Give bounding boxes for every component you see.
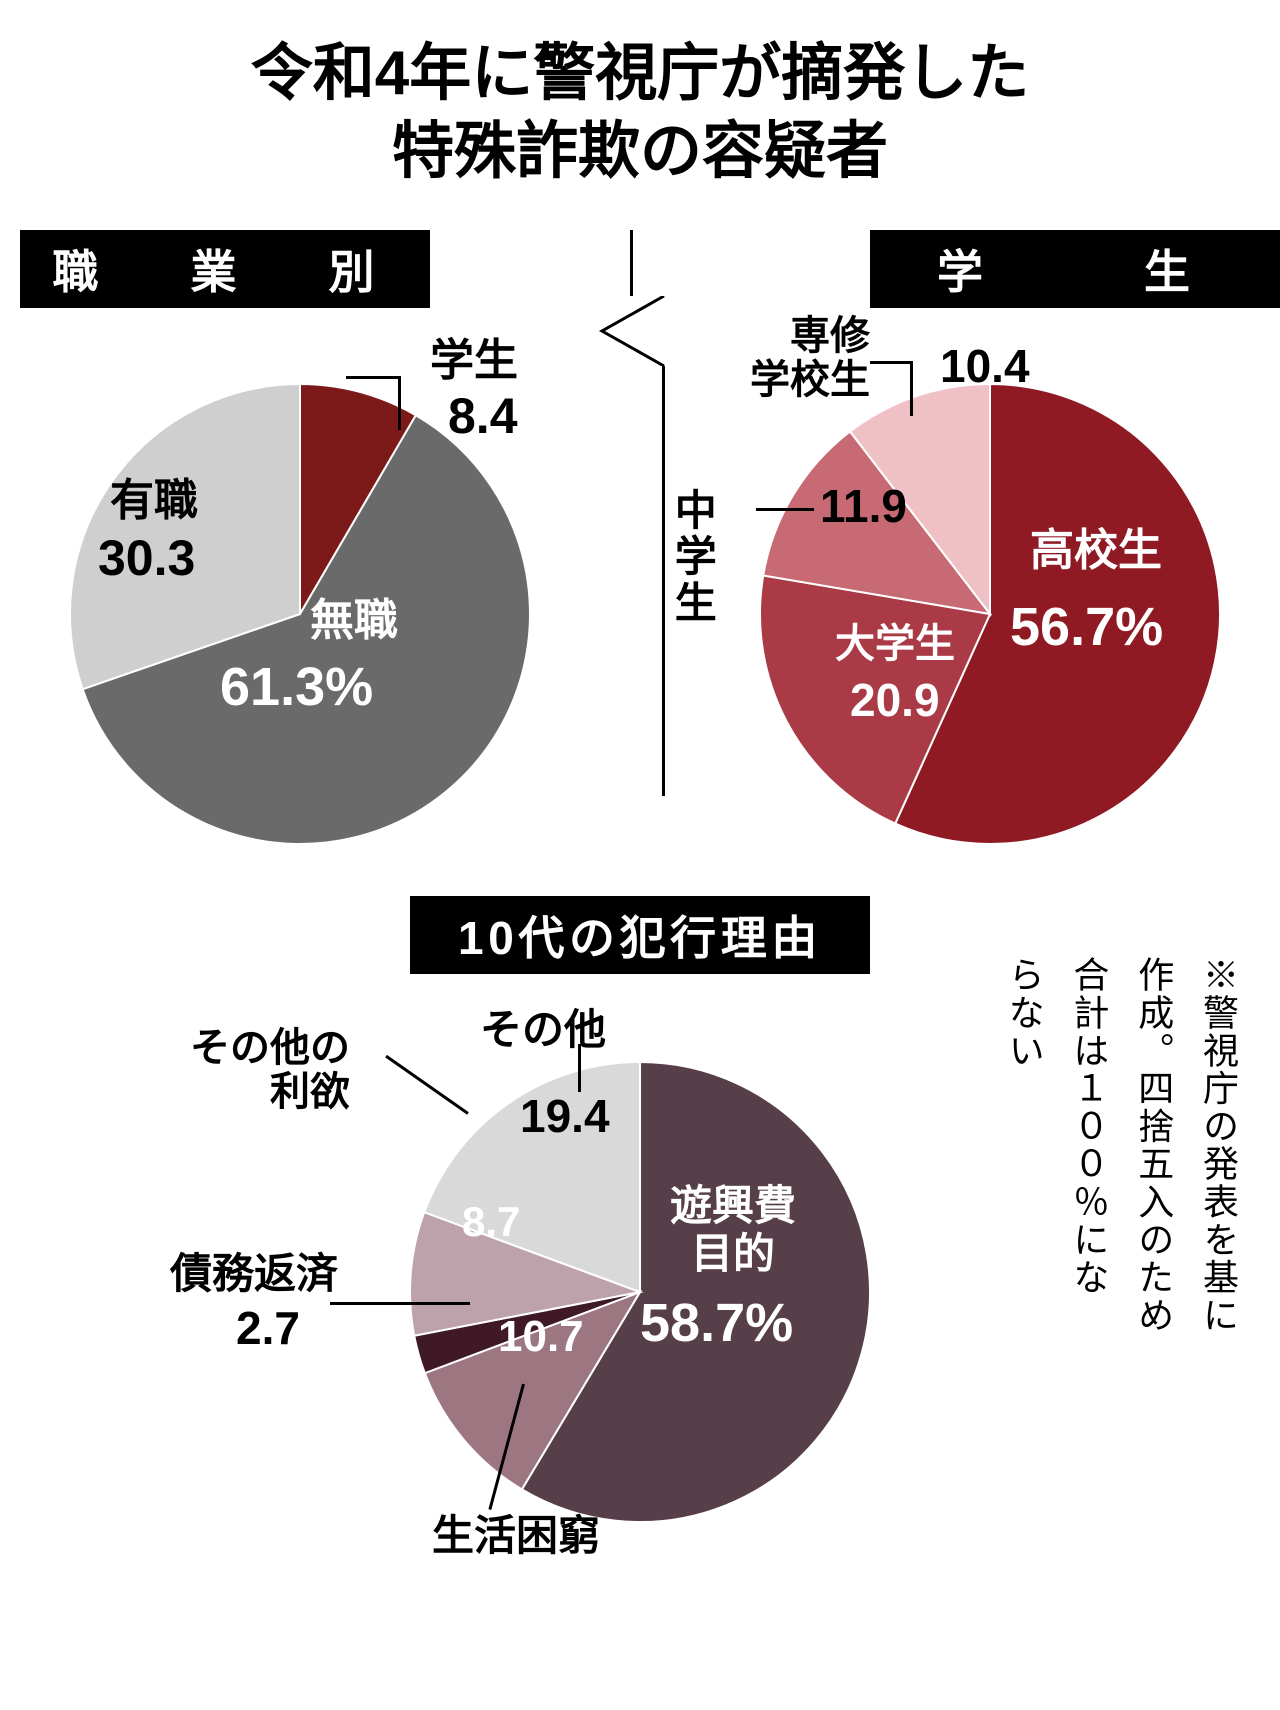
occ-employed-value: 30.3 bbox=[98, 530, 195, 588]
chart-reason-header: 10代の犯行理由 bbox=[410, 896, 870, 974]
occ-student-label-text: 学生 bbox=[430, 336, 518, 385]
rsn-debt-label-text: 債務返済 bbox=[170, 1250, 338, 1297]
stu-jhs-value-text: 11.9 bbox=[820, 480, 907, 532]
chart-occupation: 職 業 別 学生 8.4 無職 61.3% 有職 bbox=[20, 230, 640, 876]
stu-univ-label: 大学生 bbox=[835, 621, 955, 667]
stu-sen-label-l1: 専修 bbox=[790, 314, 870, 358]
chart-student-pie: 高校生 56.7% 大学生 20.9 中学生 11.9 bbox=[640, 316, 1280, 876]
chart-reason: 10代の犯行理由 遊興費 目的 58.7% 10.7 生活困窮 債務返済 bbox=[200, 896, 1080, 1582]
footnote-l3: 合計は１００％にな bbox=[1068, 956, 1109, 1296]
stu-jhs-label-text: 中学生 bbox=[669, 488, 716, 627]
rsn-debt-value: 2.7 bbox=[236, 1302, 300, 1355]
occ-unemployed-pct: % bbox=[325, 657, 373, 717]
rsn-entertain-label: 遊興費 目的 bbox=[670, 1182, 796, 1279]
stu-hs-pct: % bbox=[1115, 597, 1163, 657]
stu-jhs-label: 中学生 bbox=[668, 488, 716, 627]
title-line-1: 令和4年に警視庁が摘発した bbox=[0, 35, 1280, 113]
chart-student-header: 学 生 bbox=[870, 230, 1280, 308]
rsn-greed-value: 8.7 bbox=[462, 1198, 520, 1246]
occ-employed-label: 有職 bbox=[110, 476, 198, 527]
occ-student-value-text: 8.4 bbox=[448, 388, 518, 444]
rsn-greed-label: その他の 利欲 bbox=[190, 1026, 350, 1114]
occ-employed-value-text: 30.3 bbox=[98, 530, 195, 586]
chart-occupation-pie: 学生 8.4 無職 61.3% 有職 30.3 bbox=[20, 316, 640, 876]
stu-hs-label-text: 高校生 bbox=[1030, 526, 1162, 575]
rsn-other-label-text: その他 bbox=[480, 1006, 606, 1053]
rsn-debt-label: 債務返済 bbox=[170, 1250, 338, 1298]
rsn-debt-leader bbox=[330, 1302, 470, 1305]
stu-sen-label-l2: 学校生 bbox=[750, 358, 870, 402]
chart-reason-pie: 遊興費 目的 58.7% 10.7 生活困窮 債務返済 2.7 bbox=[200, 982, 1080, 1582]
rsn-greed-l2: 利欲 bbox=[270, 1070, 350, 1114]
occ-unemployed-label: 無職 bbox=[310, 596, 398, 647]
title-line-2: 特殊詐欺の容疑者 bbox=[0, 113, 1280, 191]
stu-sen-value: 10.4 bbox=[940, 340, 1030, 393]
rsn-entertain-l2: 目的 bbox=[691, 1230, 775, 1277]
occ-unemployed-label-text: 無職 bbox=[310, 596, 398, 645]
stu-univ-value: 20.9 bbox=[850, 674, 940, 727]
stu-sen-value-text: 10.4 bbox=[940, 340, 1030, 392]
stu-sen-leader-h bbox=[870, 361, 913, 364]
rsn-greed-l1: その他の bbox=[190, 1026, 350, 1070]
rsn-greed-value-text: 8.7 bbox=[462, 1198, 520, 1245]
top-charts-row: 職 業 別 学生 8.4 無職 61.3% 有職 bbox=[0, 230, 1280, 876]
chart-occupation-header: 職 業 別 bbox=[20, 230, 430, 308]
occ-unemployed-value: 61.3% bbox=[220, 656, 373, 718]
occ-student-leader bbox=[398, 376, 401, 430]
rsn-entertain-pct: % bbox=[745, 1293, 793, 1353]
footnote-l2: 作成。四捨五入のため bbox=[1133, 956, 1174, 1334]
stu-hs-value: 56.7% bbox=[1010, 596, 1163, 658]
stu-hs-value-text: 56.7 bbox=[1010, 597, 1115, 657]
stu-hs-label: 高校生 bbox=[1030, 526, 1162, 577]
pie-student-svg bbox=[640, 316, 1280, 876]
stu-univ-label-text: 大学生 bbox=[835, 622, 955, 666]
main-title: 令和4年に警視庁が摘発した 特殊詐欺の容疑者 bbox=[0, 0, 1280, 190]
occ-student-label: 学生 bbox=[430, 336, 518, 387]
rsn-debt-value-text: 2.7 bbox=[236, 1302, 300, 1354]
stu-sen-leader-v bbox=[910, 361, 913, 416]
rsn-entertain-l1: 遊興費 bbox=[670, 1182, 796, 1229]
rsn-living-label-text: 生活困窮 bbox=[432, 1512, 600, 1559]
rsn-living-label: 生活困窮 bbox=[432, 1512, 600, 1560]
stu-jhs-value: 11.9 bbox=[820, 480, 907, 533]
occ-unemployed-value-text: 61.3 bbox=[220, 657, 325, 717]
rsn-living-value: 10.7 bbox=[498, 1312, 584, 1363]
rsn-entertain-value-text: 58.7 bbox=[640, 1293, 745, 1353]
bottom-chart-row: 10代の犯行理由 遊興費 目的 58.7% 10.7 生活困窮 債務返済 bbox=[0, 896, 1280, 1582]
occ-student-leader-h bbox=[346, 376, 401, 379]
chart-student: 学 生 高校生 56.7% 大学生 20.9 中学生 11.9 bbox=[640, 230, 1280, 876]
footnote: ※警視庁の発表を基に 作成。四捨五入のため 合計は１００％にな らない bbox=[991, 956, 1250, 1334]
stu-univ-value-text: 20.9 bbox=[850, 674, 940, 726]
occ-employed-label-text: 有職 bbox=[110, 476, 198, 525]
stu-jhs-leader bbox=[756, 508, 814, 511]
footnote-l1: ※警視庁の発表を基に bbox=[1198, 956, 1239, 1334]
rsn-entertain-value: 58.7% bbox=[640, 1292, 793, 1354]
rsn-living-value-text: 10.7 bbox=[498, 1312, 584, 1361]
stu-sen-label: 専修 学校生 bbox=[750, 314, 870, 402]
occ-student-value: 8.4 bbox=[448, 388, 518, 446]
footnote-l4: らない bbox=[1004, 956, 1045, 1069]
rsn-other-value-text: 19.4 bbox=[520, 1090, 610, 1142]
rsn-other-label: その他 bbox=[480, 1006, 606, 1054]
rsn-other-value: 19.4 bbox=[520, 1090, 610, 1143]
